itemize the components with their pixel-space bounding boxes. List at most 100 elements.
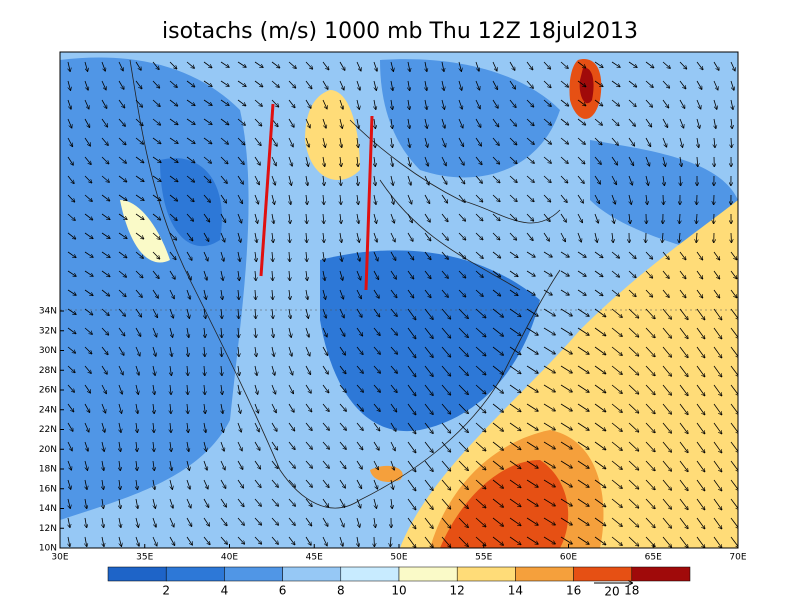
wind-arrow [152,251,160,259]
wind-arrow [713,441,722,453]
wind-arrow [340,232,342,242]
wind-arrow [407,289,414,298]
wind-arrow [374,156,375,166]
wind-arrow [424,156,428,166]
wind-arrow [67,270,76,276]
wind-arrow [629,213,630,223]
wind-arrow [424,422,433,433]
wind-arrow [118,175,127,182]
wind-arrow [662,422,671,433]
wind-arrow [560,403,572,411]
wind-arrow [458,137,463,146]
wind-arrow [152,327,157,337]
wind-arrow [271,384,275,394]
wind-arrow [713,384,722,396]
wind-arrow [67,213,75,220]
wind-arrow [373,403,380,411]
lat-label: 30N [39,346,57,356]
wind-arrow [492,517,503,526]
wind-arrow [475,327,486,337]
wind-arrow [509,498,521,506]
wind-arrow [441,365,450,376]
wind-arrow [67,118,72,128]
wind-arrow [594,479,606,488]
wind-arrow [101,270,110,276]
wind-arrow [288,346,292,356]
colorbar: 2 4 6 8 10 12 14 16 18 20 [107,566,691,599]
wind-arrow [339,536,343,546]
wind-arrow [84,118,90,127]
wind-arrow [169,270,175,279]
wind-arrow [390,61,393,71]
wind-arrow [153,479,155,489]
wind-arrow [407,403,416,415]
wind-arrow [543,460,555,468]
wind-arrow [306,251,307,261]
wind-arrow [169,137,178,143]
wind-arrow [662,308,671,319]
wind-arrow [475,365,486,375]
wind-arrow [67,194,74,202]
wind-arrow [220,232,225,242]
wind-arrow [526,251,535,257]
wind-arrow [288,536,295,544]
wind-arrow [322,61,329,70]
wind-arrow [204,327,205,337]
wind-arrow [271,194,274,204]
wind-arrow [577,308,589,316]
wind-arrow [356,498,361,508]
wind-arrow [305,517,312,526]
wind-arrow [237,498,244,506]
wind-arrow [118,137,126,145]
wind-arrow [118,308,125,316]
wind-arrow [373,365,380,373]
wind-arrow [101,251,110,257]
wind-arrow [102,536,104,546]
wind-arrow [458,175,465,184]
wind-arrow [118,365,123,374]
wind-arrow [509,308,521,316]
wind-arrow [391,80,393,90]
wind-arrow [84,156,91,164]
wind-arrow [408,137,410,147]
wind-arrow [611,498,622,507]
wind-arrow [255,289,256,299]
wind-arrow [271,175,275,185]
wind-arrow [356,365,363,373]
wind-arrow [458,498,468,508]
wind-arrow [560,251,569,257]
wind-arrow [407,384,416,396]
wind-arrow [186,289,190,299]
wind-arrow [220,479,226,488]
wind-arrow [475,403,486,413]
wind-arrow [577,460,589,468]
wind-arrow [373,498,376,508]
wind-arrow [492,479,503,488]
wind-arrow [424,536,433,547]
wind-arrow [645,384,655,394]
wind-arrow [543,346,555,354]
wind-arrow [221,270,223,280]
wind-arrow [322,460,329,468]
wind-arrow [84,308,92,315]
wind-arrow [101,308,109,315]
wind-arrow [645,80,653,87]
wind-arrow [679,61,686,69]
wind-arrow [102,441,104,451]
wind-arrow [662,384,671,395]
wind-arrow [645,346,655,356]
wind-arrow [220,251,224,261]
wind-arrow [645,289,652,297]
wind-arrow [424,517,433,528]
wind-arrow [543,517,555,525]
wind-arrow [289,213,290,223]
wind-arrow [645,61,654,68]
wind-arrow [254,61,263,67]
wind-arrow [254,536,261,544]
wind-arrow [492,175,500,183]
wind-arrow [67,289,76,295]
wind-arrow [220,441,224,451]
wind-arrow [322,422,329,430]
wind-arrow [594,251,603,258]
wind-arrow [68,517,70,527]
